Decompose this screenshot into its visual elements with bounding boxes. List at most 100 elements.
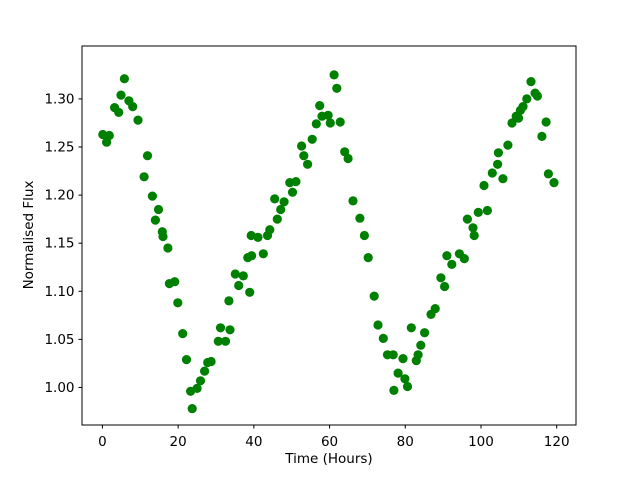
data-point bbox=[378, 333, 388, 343]
data-point bbox=[402, 381, 413, 392]
data-point bbox=[224, 296, 234, 306]
data-point bbox=[114, 107, 124, 117]
data-point bbox=[297, 141, 307, 151]
data-point bbox=[104, 130, 114, 141]
data-point bbox=[150, 215, 160, 225]
data-point bbox=[398, 354, 408, 364]
data-point bbox=[234, 280, 244, 291]
data-point bbox=[187, 404, 197, 414]
data-point bbox=[206, 356, 216, 367]
data-point bbox=[245, 287, 255, 297]
y-axis-label: Normalised Flux bbox=[21, 180, 37, 290]
data-point bbox=[388, 350, 398, 360]
data-point bbox=[170, 277, 180, 287]
data-point bbox=[537, 131, 547, 141]
data-point bbox=[128, 102, 138, 112]
data-point bbox=[482, 205, 492, 216]
data-point bbox=[307, 134, 317, 144]
data-point bbox=[479, 180, 489, 191]
plot-frame bbox=[81, 45, 577, 426]
y-tick-label: 1.30 bbox=[44, 91, 74, 107]
data-point bbox=[332, 83, 342, 93]
data-point bbox=[329, 70, 339, 80]
data-point bbox=[220, 336, 231, 346]
data-point bbox=[493, 148, 503, 158]
x-tick-label: 80 bbox=[397, 434, 414, 450]
data-point bbox=[279, 197, 289, 207]
data-point bbox=[503, 140, 513, 150]
data-point bbox=[400, 374, 410, 384]
data-point bbox=[253, 232, 263, 242]
data-point bbox=[549, 178, 559, 188]
data-point bbox=[459, 254, 469, 264]
data-point bbox=[192, 383, 202, 393]
x-tick-label: 120 bbox=[544, 434, 570, 450]
data-point bbox=[270, 194, 280, 204]
data-point bbox=[265, 225, 275, 235]
data-point bbox=[119, 74, 129, 84]
y-tick-label: 1.00 bbox=[44, 380, 74, 396]
data-point bbox=[142, 151, 153, 161]
data-point bbox=[116, 90, 126, 100]
data-point bbox=[436, 273, 446, 283]
data-point bbox=[181, 355, 192, 365]
x-tick-label: 40 bbox=[245, 434, 262, 450]
data-point bbox=[303, 159, 313, 169]
data-point bbox=[335, 117, 345, 127]
data-point bbox=[473, 207, 483, 217]
data-point bbox=[440, 281, 450, 292]
data-point bbox=[406, 323, 416, 333]
data-point bbox=[526, 77, 536, 87]
data-point bbox=[158, 231, 168, 242]
data-point bbox=[230, 269, 240, 279]
data-point bbox=[420, 328, 430, 338]
data-point bbox=[315, 101, 325, 111]
data-point bbox=[493, 159, 503, 169]
data-point bbox=[543, 169, 554, 179]
x-tick-label: 0 bbox=[98, 434, 107, 450]
data-point bbox=[215, 323, 226, 333]
y-tick-label: 1.20 bbox=[44, 188, 74, 204]
data-point bbox=[468, 223, 478, 233]
y-tick-label: 1.25 bbox=[44, 140, 74, 156]
y-tick-label: 1.10 bbox=[44, 284, 74, 300]
data-point bbox=[541, 117, 551, 127]
data-point bbox=[413, 350, 423, 360]
data-point bbox=[200, 366, 210, 376]
data-point bbox=[442, 251, 452, 261]
data-point bbox=[416, 340, 426, 350]
data-point bbox=[225, 325, 235, 335]
data-point bbox=[532, 91, 543, 101]
data-point bbox=[153, 204, 164, 215]
data-point bbox=[133, 115, 143, 125]
data-point bbox=[325, 118, 335, 128]
y-tick-label: 1.15 bbox=[44, 236, 74, 252]
data-point bbox=[178, 329, 188, 339]
data-point bbox=[359, 230, 369, 241]
data-point bbox=[139, 172, 149, 182]
data-point bbox=[247, 251, 257, 261]
x-tick-label: 60 bbox=[321, 434, 338, 450]
data-point bbox=[343, 153, 353, 164]
data-point bbox=[522, 94, 532, 104]
data-point bbox=[393, 368, 403, 378]
data-point bbox=[213, 336, 223, 346]
data-point bbox=[447, 259, 457, 269]
data-point bbox=[348, 196, 358, 206]
data-point bbox=[487, 168, 497, 178]
data-point bbox=[276, 204, 286, 215]
data-point bbox=[163, 243, 173, 253]
data-point bbox=[513, 113, 524, 123]
data-point bbox=[373, 320, 383, 330]
data-point bbox=[430, 304, 440, 314]
data-point bbox=[389, 385, 399, 395]
data-point bbox=[498, 174, 508, 184]
data-point bbox=[147, 191, 157, 201]
data-point bbox=[258, 249, 268, 259]
data-point bbox=[238, 271, 248, 281]
x-tick-label: 20 bbox=[170, 434, 187, 450]
data-point bbox=[195, 376, 206, 386]
data-point bbox=[272, 214, 282, 224]
data-point bbox=[363, 253, 373, 263]
